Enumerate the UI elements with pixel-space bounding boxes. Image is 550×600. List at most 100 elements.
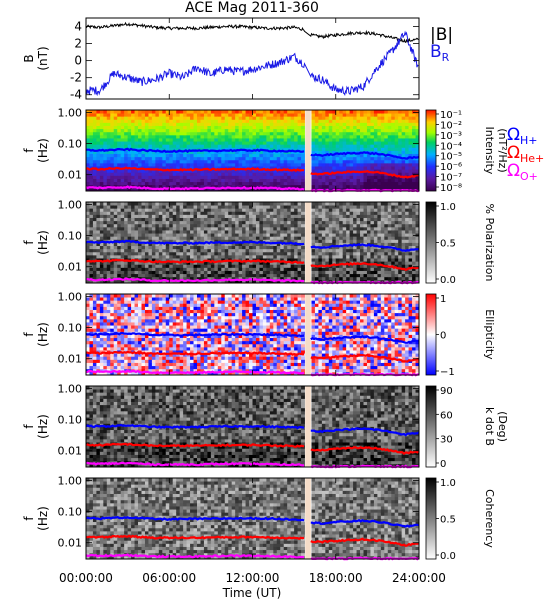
spectrogram-cell xyxy=(89,116,94,120)
spectrogram-cell xyxy=(186,236,191,240)
spectrogram-cell xyxy=(269,230,274,234)
spectrogram-cell xyxy=(235,251,240,256)
spectrogram-cell xyxy=(259,220,264,225)
spectrogram-cell xyxy=(193,128,198,133)
spectrogram-cell xyxy=(301,184,305,189)
spectrogram-cell xyxy=(172,122,177,126)
spectrogram-cell xyxy=(221,254,226,259)
spectrogram-cell xyxy=(249,110,253,114)
spectrogram-cell xyxy=(415,211,420,215)
spectrogram-cell xyxy=(158,214,163,218)
spectrogram-cell xyxy=(259,181,264,186)
spectrogram-cell xyxy=(290,116,295,120)
spectrogram-cell xyxy=(228,202,233,206)
spectrogram-cell xyxy=(314,248,319,253)
spectrogram-cell xyxy=(217,172,222,176)
spectrogram-cell xyxy=(235,113,240,117)
spectrogram-cell xyxy=(214,236,219,240)
spectrogram-cell xyxy=(210,153,215,158)
spectrogram-cell xyxy=(99,211,104,215)
spectrogram-cell xyxy=(224,110,229,114)
colorbar-tick-label: 10⁻³ xyxy=(440,131,462,142)
spectrogram-cell xyxy=(113,134,118,139)
spectrogram-cell xyxy=(113,270,118,275)
spectrogram-cell xyxy=(134,226,139,231)
spectrogram-cell xyxy=(415,273,420,278)
spectrogram-cell xyxy=(373,233,378,237)
spectrogram-cell xyxy=(266,202,271,206)
spectrogram-cell xyxy=(172,276,177,281)
spectrogram-cell xyxy=(86,208,90,212)
spectrogram-cell xyxy=(356,125,361,130)
spectrogram-cell xyxy=(103,166,108,170)
spectrogram-cell xyxy=(405,153,409,158)
spectrogram-cell xyxy=(384,156,389,161)
spectrogram-cell xyxy=(321,175,326,179)
spectrogram-cell xyxy=(103,134,108,139)
spectrogram-cell xyxy=(339,261,344,265)
spectrogram-cell xyxy=(391,125,396,130)
spectrogram-cell xyxy=(221,128,226,133)
spectrogram-cell xyxy=(110,254,115,259)
spectrogram-cell xyxy=(190,273,194,278)
spectrogram-cell xyxy=(377,254,382,259)
spectrogram-cell xyxy=(99,258,104,262)
spectrogram-cell xyxy=(141,205,146,209)
spectrogram-cell xyxy=(384,236,389,240)
spectrogram-cell xyxy=(176,134,181,139)
spectrogram-cell xyxy=(238,258,243,262)
spectrogram-cell xyxy=(148,233,153,237)
spectrogram-cell xyxy=(207,153,212,158)
spectrogram-cell xyxy=(339,113,344,117)
spectrogram-cell xyxy=(373,175,378,179)
spectrogram-cell xyxy=(165,264,170,268)
spectrogram-cell xyxy=(169,125,174,130)
spectrogram-cell xyxy=(290,205,295,209)
spectrogram-cell xyxy=(214,184,219,189)
spectrogram-cell xyxy=(339,267,344,271)
spectrogram-cell xyxy=(342,172,347,176)
spectrogram-cell xyxy=(342,205,347,209)
spectrogram-cell xyxy=(387,273,392,278)
spectrogram-cell xyxy=(238,187,243,192)
spectrogram-cell xyxy=(360,125,364,130)
spectrogram-cell xyxy=(197,267,201,271)
spectrogram-cell xyxy=(99,236,104,240)
spectrogram-cell xyxy=(297,116,302,120)
spectrogram-cell xyxy=(276,211,281,215)
spectrogram-cell xyxy=(380,273,385,278)
spectrogram-cell xyxy=(314,110,319,114)
spectrogram-cell xyxy=(342,233,347,237)
spectrogram-cell xyxy=(259,138,264,142)
spectrogram-cell xyxy=(408,223,413,228)
spectrogram-cell xyxy=(366,119,371,123)
spectrogram-cell xyxy=(103,110,108,114)
spectrogram-cell xyxy=(169,226,174,231)
spectrogram-cell xyxy=(176,208,181,212)
spectrogram-cell xyxy=(283,119,288,123)
spectrogram-cell xyxy=(273,230,278,234)
spectrogram-cell xyxy=(89,159,94,164)
colorbar-label-intensity: Intensity (nT²/Hz) xyxy=(483,127,509,175)
spectrogram-cell xyxy=(366,116,371,120)
spectrogram-cell xyxy=(311,147,316,151)
spectrogram-cell xyxy=(235,128,240,133)
spectrogram-cell xyxy=(235,162,240,167)
spectrogram-cell xyxy=(249,144,253,148)
spectrogram-cell xyxy=(332,205,337,209)
spectrogram-cell xyxy=(162,217,167,222)
spectrogram-cell xyxy=(332,166,337,170)
spectrogram-cell xyxy=(405,150,409,155)
spectrogram-cell xyxy=(120,144,125,148)
spectrogram-cell xyxy=(155,110,160,114)
spectrogram-cell xyxy=(214,159,219,164)
spectrogram-cell xyxy=(332,134,337,139)
spectrogram-cell xyxy=(373,242,378,247)
spectrogram-cell xyxy=(151,264,156,268)
spectrogram-cell xyxy=(86,184,90,189)
spectrogram-cell xyxy=(176,159,181,164)
spectrogram-cell xyxy=(228,128,233,133)
spectrogram-cell xyxy=(342,254,347,259)
spectrogram-cell xyxy=(197,153,201,158)
spectrogram-cell xyxy=(297,172,302,176)
